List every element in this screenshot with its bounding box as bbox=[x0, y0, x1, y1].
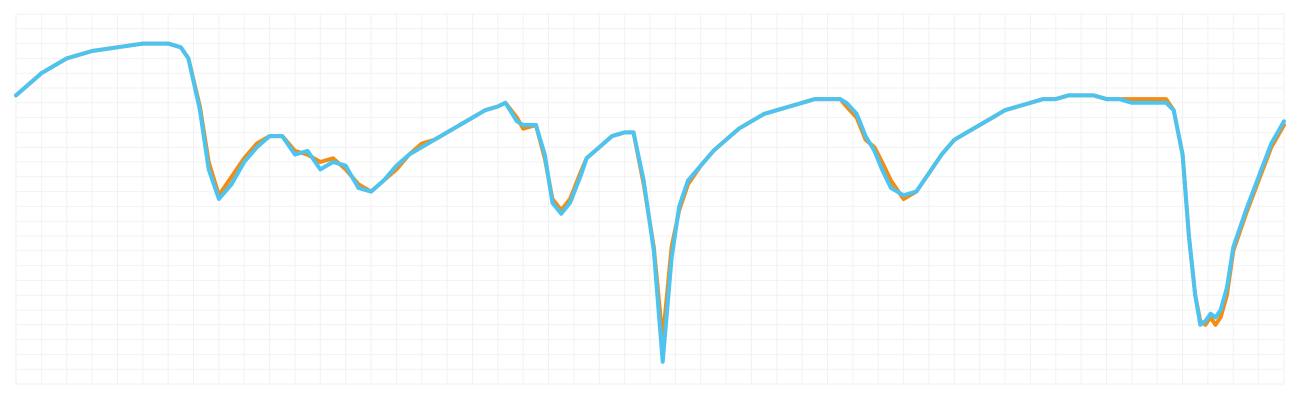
chart-grid bbox=[15, 13, 1285, 385]
series-line-series-blue bbox=[14, 41, 1286, 364]
chart-series-group bbox=[14, 41, 1286, 364]
